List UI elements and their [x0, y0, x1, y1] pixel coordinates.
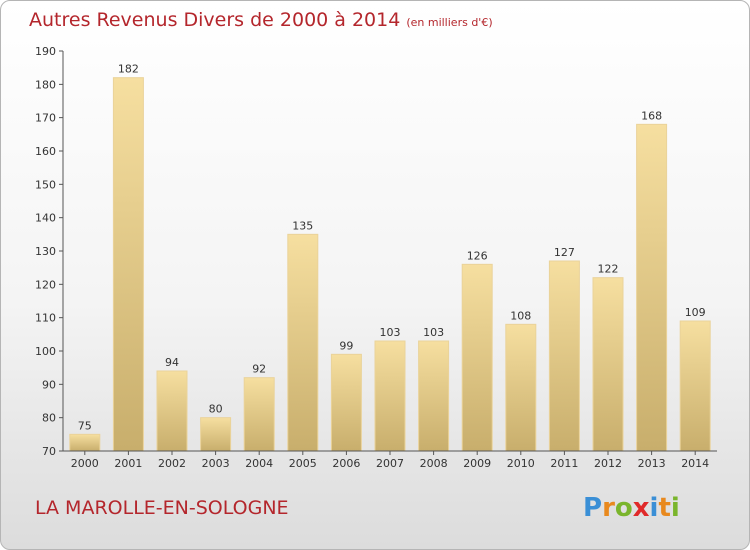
chart-unit-text: (en milliers d'€) [406, 16, 493, 29]
x-tick-label-2000: 2000 [71, 457, 99, 470]
bars-layer: 75 182 94 80 92 135 99 103 103 126 108 127 122 168 109 [69, 63, 711, 452]
data-label-2000: 75 [78, 419, 92, 432]
x-tick-label-2009: 2009 [463, 457, 491, 470]
bar-2001 [112, 77, 144, 452]
x-tick-label-2011: 2011 [550, 457, 578, 470]
y-tick-label-170: 170 [35, 112, 56, 125]
chart-title-text: Autres Revenus Divers de 2000 à 2014 [29, 9, 401, 31]
bar-2003 [200, 417, 232, 452]
data-label-2004: 92 [252, 363, 266, 376]
x-tick-label-2014: 2014 [681, 457, 709, 470]
bar-2007 [374, 340, 406, 452]
data-label-2009: 126 [467, 249, 488, 262]
bar-2000 [69, 433, 101, 452]
y-tick-label-160: 160 [35, 145, 56, 158]
data-label-2001: 182 [118, 63, 139, 76]
data-label-2010: 108 [510, 309, 531, 322]
x-tick-label-2001: 2001 [114, 457, 142, 470]
bar-2006 [330, 353, 362, 452]
x-tick-label-2007: 2007 [376, 457, 404, 470]
y-tick-label-190: 190 [35, 45, 56, 58]
y-tick-label-120: 120 [35, 278, 56, 291]
x-tick-label-2003: 2003 [202, 457, 230, 470]
svg-text:Proxiti: Proxiti [583, 493, 680, 523]
x-tick-label-2002: 2002 [158, 457, 186, 470]
data-label-2003: 80 [209, 403, 223, 416]
x-tick-label-2008: 2008 [420, 457, 448, 470]
y-tick-label-130: 130 [35, 245, 56, 258]
bar-2002 [156, 370, 188, 452]
data-label-2008: 103 [423, 326, 444, 339]
y-tick-label-80: 80 [42, 412, 56, 425]
proxiti-logo: Proxiti [583, 493, 680, 523]
bar-2010 [505, 323, 537, 452]
x-tick-label-2013: 2013 [638, 457, 666, 470]
bar-2008 [418, 340, 450, 452]
y-tick-label-180: 180 [35, 78, 56, 91]
commune-name: LA MAROLLE-EN-SOLOGNE [35, 497, 289, 519]
data-label-2006: 99 [339, 339, 353, 352]
data-label-2005: 135 [292, 219, 313, 232]
data-label-2002: 94 [165, 356, 179, 369]
x-tick-label-2012: 2012 [594, 457, 622, 470]
x-tick-label-2004: 2004 [245, 457, 273, 470]
data-label-2012: 122 [598, 263, 619, 276]
x-tick-label-2010: 2010 [507, 457, 535, 470]
y-tick-label-100: 100 [35, 345, 56, 358]
x-tick-label-2006: 2006 [332, 457, 360, 470]
chart-title: Autres Revenus Divers de 2000 à 2014 (en … [29, 9, 493, 31]
data-label-2013: 168 [641, 109, 662, 122]
y-tick-label-140: 140 [35, 212, 56, 225]
bar-2011 [548, 260, 580, 452]
axes-layer: 2000 2001 2002 2003 2004 2005 2006 2007 2008 2009… [35, 45, 717, 470]
y-tick-label-150: 150 [35, 178, 56, 191]
y-tick-label-110: 110 [35, 312, 56, 325]
bar-2014 [679, 320, 711, 452]
data-label-2011: 127 [554, 246, 575, 259]
y-tick-label-90: 90 [42, 378, 56, 391]
bar-2005 [287, 233, 319, 452]
data-label-2007: 103 [380, 326, 401, 339]
x-tick-label-2005: 2005 [289, 457, 317, 470]
bar-2009 [461, 263, 493, 452]
bar-2012 [592, 277, 624, 452]
data-label-2014: 109 [685, 306, 706, 319]
bar-2004 [243, 377, 275, 452]
bar-2013 [636, 123, 668, 452]
y-tick-label-70: 70 [42, 445, 56, 458]
